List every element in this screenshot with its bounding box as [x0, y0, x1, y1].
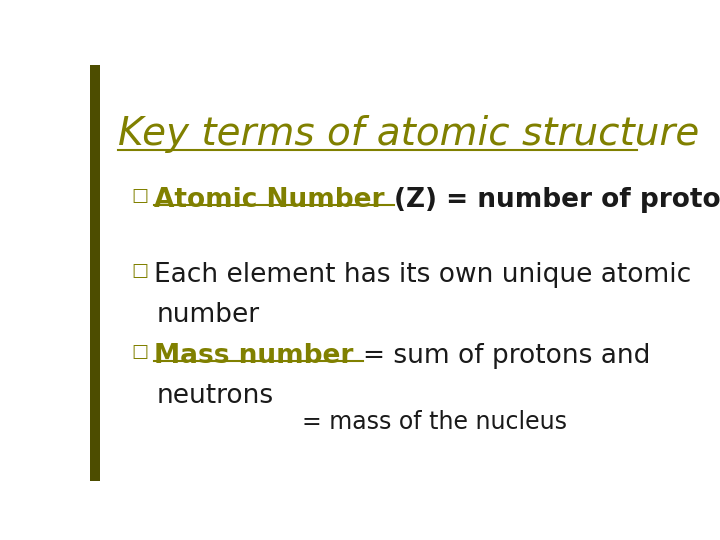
Text: neutrons: neutrons: [157, 383, 274, 409]
Text: Key terms of atomic structure: Key terms of atomic structure: [118, 114, 699, 153]
Text: □: □: [132, 187, 149, 205]
Text: Atomic Number: Atomic Number: [154, 187, 394, 213]
Text: □: □: [132, 262, 149, 280]
Text: □: □: [132, 343, 149, 361]
Text: (Z) = number of protons: (Z) = number of protons: [394, 187, 720, 213]
Text: number: number: [157, 302, 260, 328]
Text: = mass of the nucleus: = mass of the nucleus: [302, 410, 567, 434]
Text: Each element has its own unique atomic: Each element has its own unique atomic: [154, 262, 691, 288]
Text: Mass number: Mass number: [154, 343, 363, 369]
Bar: [90, 65, 100, 481]
Text: = sum of protons and: = sum of protons and: [363, 343, 650, 369]
